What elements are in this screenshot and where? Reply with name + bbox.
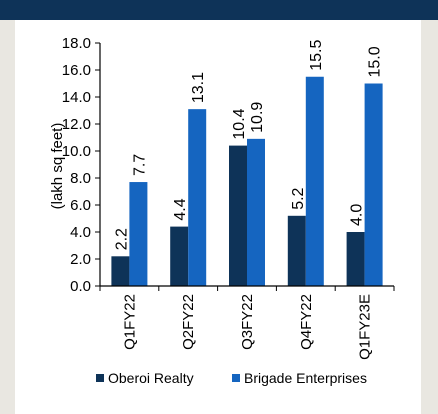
- legend-label-oberoi-realty: Oberoi Realty: [108, 370, 194, 386]
- x-tick-label: Q2FY22: [180, 294, 197, 350]
- x-tick-label: Q3FY22: [239, 294, 256, 350]
- legend-swatch-brigade-enterprises: [232, 374, 240, 382]
- bar-oberoi-realty: [111, 256, 130, 286]
- x-tick-label: Q1FY23E: [357, 294, 374, 360]
- data-label: 7.7: [131, 154, 148, 176]
- y-tick-label: 18.0: [62, 35, 91, 52]
- data-label: 5.2: [290, 187, 307, 209]
- bar-brigade-enterprises: [364, 83, 383, 286]
- y-axis-title: (lakh sq feet): [49, 123, 66, 210]
- data-label: 10.9: [249, 102, 266, 133]
- x-tick-label: Q4FY22: [298, 294, 315, 350]
- data-label: 15.5: [308, 40, 325, 71]
- x-axis: Q1FY22 Q2FY22 Q3FY22 Q4FY22 Q1FY23E: [99, 285, 395, 360]
- bar-brigade-enterprises: [247, 138, 265, 286]
- data-label: 15.0: [367, 46, 384, 77]
- data-label: 2.2: [113, 228, 130, 250]
- x-tick-label: Q1FY22: [121, 294, 138, 350]
- header-bar: [0, 0, 438, 20]
- y-axis: 0.0 2.0 4.0 6.0 8.0 10.0 12.0 14.0 16.0 18.0: [62, 35, 101, 295]
- bar-brigade-enterprises: [188, 109, 207, 287]
- data-label: 10.4: [231, 108, 248, 139]
- y-tick-label: 0.0: [70, 278, 91, 295]
- chart-panel: [15, 20, 421, 414]
- legend-label-brigade-enterprises: Brigade Enterprises: [244, 370, 367, 386]
- legend-swatch-oberoi-realty: [96, 374, 104, 382]
- bars-group: [111, 76, 383, 287]
- bar-oberoi-realty: [170, 226, 189, 286]
- y-tick-label: 4.0: [70, 224, 91, 241]
- data-label: 4.4: [172, 198, 189, 220]
- data-labels-group: 2.2 7.7 4.4 13.1 10.4 10.9 5.2 15.5 4.0 15.0: [113, 40, 383, 251]
- y-tick-label: 6.0: [70, 197, 91, 214]
- data-label: 13.1: [190, 72, 207, 103]
- legend: Oberoi Realty Brigade Enterprises: [96, 370, 367, 386]
- bar-brigade-enterprises: [305, 76, 324, 286]
- data-label: 4.0: [349, 204, 366, 226]
- y-tick-label: 2.0: [70, 251, 91, 268]
- bar-brigade-enterprises: [129, 182, 148, 286]
- y-tick-label: 8.0: [70, 170, 91, 187]
- y-tick-label: 16.0: [62, 62, 91, 79]
- bar-oberoi-realty: [229, 145, 247, 286]
- y-tick-label: 14.0: [62, 89, 91, 106]
- bar-oberoi-realty: [287, 215, 306, 286]
- bar-oberoi-realty: [346, 232, 365, 286]
- y-tick-label: 12.0: [62, 116, 91, 133]
- y-tick-label: 10.0: [62, 143, 91, 160]
